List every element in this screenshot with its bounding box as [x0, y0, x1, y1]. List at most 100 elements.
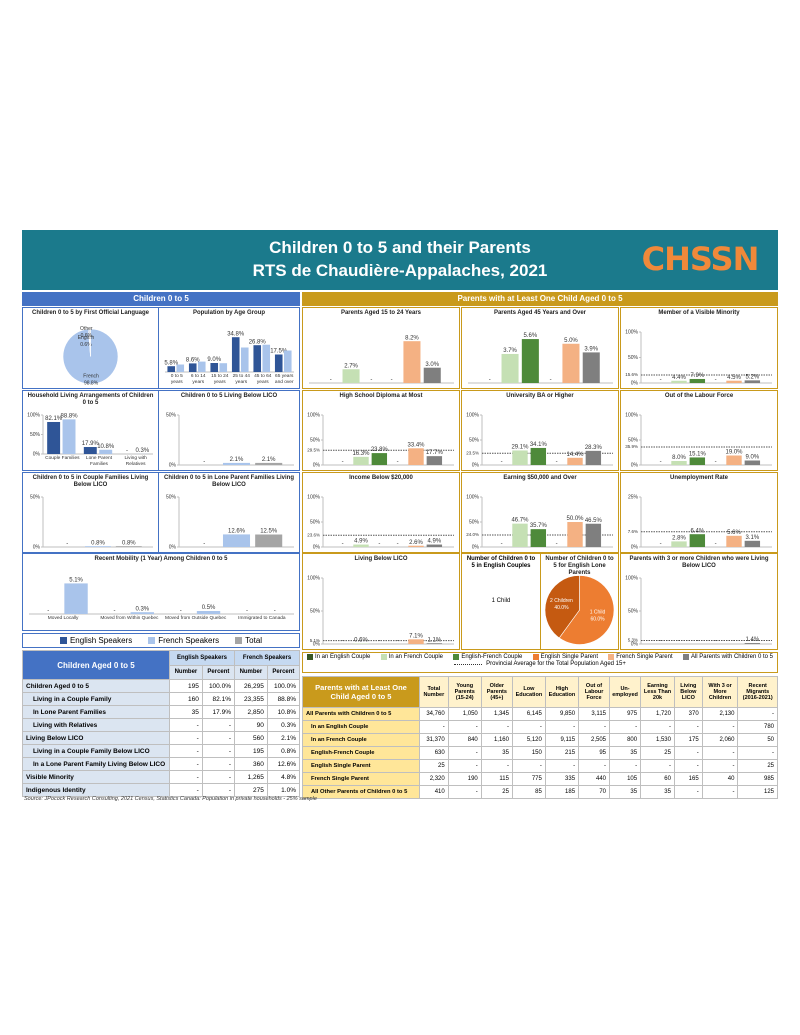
slice-value: 0.6% — [80, 342, 92, 348]
bar — [255, 462, 283, 465]
value-label: - — [696, 638, 698, 644]
table-cell: - — [447, 720, 482, 734]
chart-title: Income Below $20,000 — [349, 475, 413, 481]
table-cell: 34,760 — [419, 707, 449, 721]
x-tick-label: Immigrated to Canada — [238, 616, 286, 621]
value-label: 5.6% — [524, 333, 538, 339]
value-label: 33.4% — [408, 442, 426, 448]
table-cell: 370 — [673, 707, 703, 721]
y-tick-label: 50% — [469, 437, 480, 443]
value-label: - — [47, 608, 49, 614]
table-cell: 17.9% — [201, 705, 235, 719]
value-label: - — [246, 608, 248, 614]
table-cell: - — [201, 783, 235, 797]
table-cell: 1,265 — [233, 770, 268, 784]
chart-title: Parents Aged 45 Years and Over — [493, 310, 587, 316]
table-row: Living Below LICO - -560 2.1% — [22, 731, 301, 745]
table-cell: 175 — [673, 733, 703, 747]
table-wrap: Parents with at Least One Child Aged 0 t… — [302, 676, 778, 799]
plot: 0% 50% - 12.6% 12.5% — [166, 494, 294, 550]
plot: 0% 50% 100% 35.9% - 8.0%15.1% - 19.0%9.0% — [625, 412, 772, 468]
table-cell: 150 — [511, 746, 546, 760]
slice-value: 0.6% — [81, 333, 93, 339]
slice-label: 1 Child — [590, 610, 606, 616]
panel-title: Parents with at Least One Child Aged 0 t… — [302, 292, 778, 306]
value-label: 26.8% — [249, 339, 267, 345]
table-row: In Lone Parent Families 35 17.9% 2,850 10.8% — [22, 705, 301, 719]
column-header: With 3 or More Children — [701, 676, 739, 708]
value-label: 5.8% — [164, 360, 178, 366]
chart-panel: Income Below $20,000 0% 50% 100% 23.6% - 4.9% -… — [302, 472, 460, 553]
table-cell: 985 — [737, 772, 778, 786]
value-label: 2.8% — [672, 535, 686, 541]
bar — [222, 534, 251, 547]
table-cell: 185 — [544, 785, 580, 799]
value-label: 8.6% — [186, 357, 200, 363]
legend: In an English Couple In an French Couple E… — [302, 652, 778, 673]
y-tick-label: 100% — [466, 412, 479, 418]
bar — [744, 380, 761, 383]
table-cell: - — [480, 720, 513, 734]
value-label: - — [715, 541, 717, 547]
value-label: - — [397, 541, 399, 547]
column-header: Low Education — [511, 676, 546, 708]
table-cell: - — [201, 731, 235, 745]
table-cell: 23,355 — [233, 692, 268, 706]
table-title: Parents with at Least One Child Aged 0 t… — [302, 676, 420, 708]
bar — [167, 366, 176, 372]
row-label: French Single Parent — [302, 772, 420, 786]
bar — [353, 544, 369, 547]
value-label: 3.1% — [746, 535, 760, 541]
table-cell: 1,160 — [480, 733, 513, 747]
chart-title: Earning $50,000 and Over — [503, 475, 577, 481]
chart-panel: Member of a Visible Minority 0% 50% 100% 15.… — [620, 307, 778, 389]
table-cell: - — [169, 731, 203, 745]
bar — [210, 363, 219, 372]
sub-header: Number — [169, 664, 203, 680]
chart-panel: Number of Children 0 to 5 in English Cou… — [461, 553, 541, 650]
column-header: Living Below LICO — [673, 676, 703, 708]
chart-title: Parents Aged 15 to 24 Years — [340, 310, 422, 316]
plot: 0% 25% 7.6% - 2.8% 6.4% - 5.6% 3.1% — [628, 494, 772, 550]
table-cell: 35 — [169, 705, 203, 719]
legend-swatch — [307, 654, 313, 660]
value-label: 10.8% — [97, 444, 115, 450]
value-label: - — [660, 377, 662, 383]
plot: 0% 50% 100% 82.1% 17.9% - 88.8% 10.8% 0.3% — [27, 412, 153, 457]
y-tick-label: 0% — [472, 462, 480, 468]
bar — [196, 611, 221, 614]
y-tick-label: 100% — [307, 494, 320, 500]
y-tick-label: 100% — [27, 412, 40, 418]
value-label: 12.5% — [260, 529, 278, 535]
value-label: 3.9% — [584, 346, 598, 352]
x-tick-label: 15 to 24 years — [211, 374, 229, 385]
legend-swatch — [608, 654, 615, 660]
value-label: - — [126, 448, 128, 454]
table-cell: - — [201, 718, 235, 732]
bar — [744, 460, 761, 465]
plot: 0% 50% 100% 15.6% - 4.4% 7.9% - 4.5% 5.2% — [625, 329, 772, 386]
table-row: English-French Couple 630-35 150 215 95 35 25-… — [302, 746, 778, 760]
table-cell: 9,115 — [544, 733, 580, 747]
chart-title: Population by Age Group — [192, 310, 266, 316]
average-label: 15.6% — [625, 372, 638, 377]
y-tick-label: 50% — [166, 412, 177, 418]
table-cell: 2.1% — [266, 731, 301, 745]
legend: English Speakers French Speakers Total — [22, 633, 300, 648]
x-tick-label: Couple Families — [45, 456, 80, 461]
bar — [130, 612, 154, 614]
y-tick-label: 0% — [631, 544, 639, 550]
legend-item: English-French Couple — [453, 654, 522, 660]
table-cell: 35 — [608, 746, 642, 760]
legend-swatch — [532, 654, 539, 660]
sub-header: Number — [233, 664, 268, 680]
y-tick-label: 50% — [30, 494, 41, 500]
value-label: 35.7% — [530, 523, 548, 529]
value-label: - — [489, 377, 491, 383]
table-cell: - — [737, 746, 778, 760]
bar — [744, 540, 761, 547]
legend-item: French Single Parent — [608, 654, 673, 660]
value-label: - — [378, 541, 380, 547]
chart-panel: Household Living Arrangements of Childre… — [22, 390, 159, 471]
table-row: Living in a Couple Family Below LICO - -19… — [22, 744, 301, 758]
